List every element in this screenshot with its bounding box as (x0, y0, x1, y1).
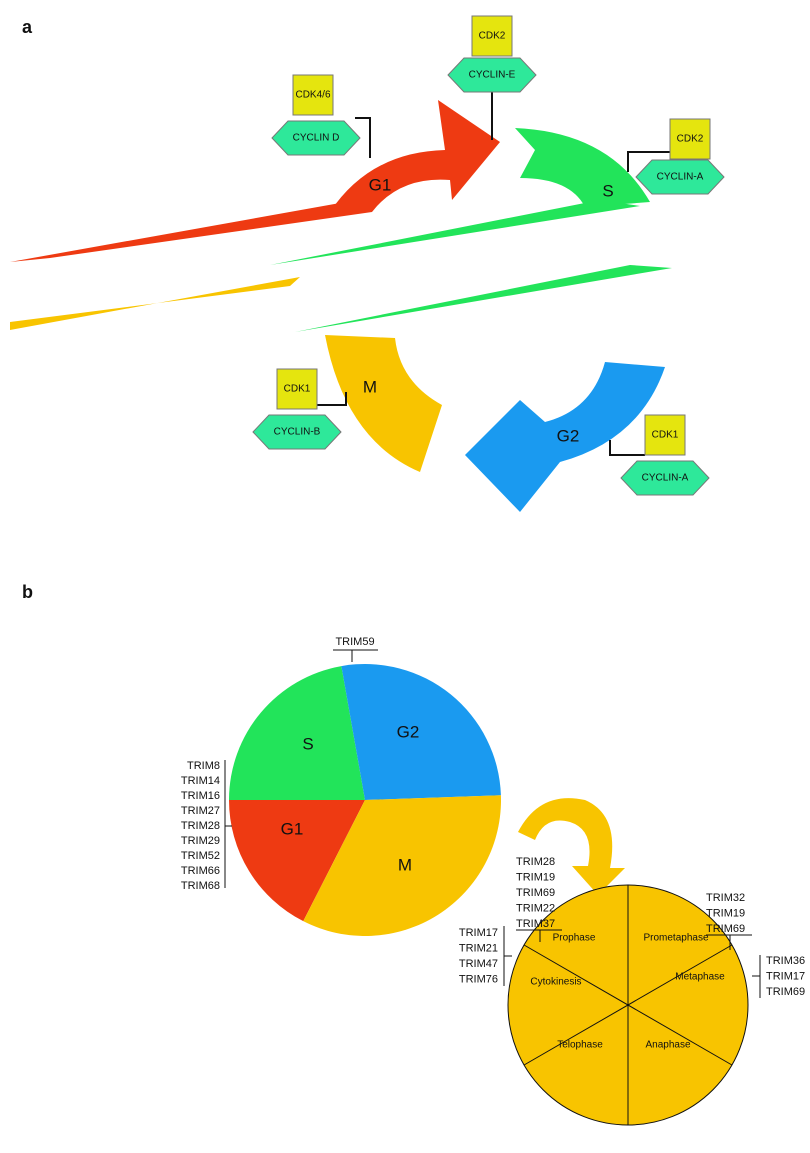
trim-label: TRIM21 (459, 942, 498, 954)
trim-label: TRIM28 (516, 856, 555, 868)
g2-arrow (465, 362, 665, 512)
phase-label: M (363, 377, 377, 396)
trim-label: TRIM76 (459, 973, 498, 985)
cyclin-hexagon (271, 120, 361, 156)
kinase-label: CDK1 (284, 384, 311, 395)
trim-label: TRIM17 (766, 970, 805, 982)
trim-label: TRIM22 (516, 902, 555, 914)
trim-label: TRIM47 (459, 958, 498, 970)
kinase-label: CDK1 (652, 430, 679, 441)
panel-label: b (22, 582, 33, 602)
phase-label: S (302, 734, 313, 753)
s-arrow (515, 128, 650, 207)
transition-arrow (518, 798, 625, 895)
trim-label: TRIM27 (181, 805, 220, 817)
subphase-label: Anaphase (645, 1040, 690, 1051)
cyclin-label: CYCLIN-E (469, 70, 516, 81)
trim-label: TRIM59 (335, 636, 374, 648)
trim-label: TRIM32 (706, 892, 745, 904)
cyclin-label: CYCLIN-A (657, 172, 704, 183)
bracket (333, 649, 378, 662)
trim-label: TRIM16 (181, 790, 220, 802)
streak (10, 203, 372, 262)
trim-label: TRIM19 (706, 907, 745, 919)
kinase-label: CDK4/6 (295, 90, 330, 101)
kinase-label: CDK2 (479, 31, 506, 42)
trim-label: TRIM68 (181, 880, 220, 892)
panel-label: a (22, 17, 33, 37)
kinase-box (292, 74, 334, 116)
trim-label: TRIM17 (459, 927, 498, 939)
phase-label: M (398, 855, 412, 874)
subphase-label: Metaphase (675, 972, 725, 983)
trim-label: TRIM29 (181, 835, 220, 847)
cyclin-label: CYCLIN-B (274, 427, 321, 438)
kinase-box (471, 15, 513, 57)
cyclin-hexagon (252, 414, 342, 450)
g1-arrow (330, 100, 500, 212)
kinase-label: CDK2 (677, 134, 704, 145)
connector (627, 151, 670, 172)
trim-label: TRIM36 (766, 955, 805, 967)
trim-label: TRIM69 (766, 986, 805, 998)
subphase-label: Prophase (553, 933, 596, 944)
trim-label: TRIM69 (516, 887, 555, 899)
subphase-label: Prometaphase (643, 933, 708, 944)
subphase-label: Telophase (557, 1040, 603, 1051)
pie-slice (229, 800, 365, 922)
phase-label: G2 (397, 722, 420, 741)
kinase-box (644, 414, 686, 456)
bracket (706, 934, 752, 950)
streak (270, 200, 640, 265)
m-arrow (325, 335, 442, 472)
bracket (516, 929, 562, 942)
trim-label: TRIM14 (181, 775, 220, 787)
cyclin-hexagon (620, 460, 710, 496)
phase-label: G2 (557, 426, 580, 445)
pie-slice (341, 664, 501, 800)
trim-label: TRIM69 (706, 923, 745, 935)
trim-label: TRIM8 (187, 760, 220, 772)
pie-slice (303, 795, 501, 936)
trim-label: TRIM19 (516, 871, 555, 883)
trim-label: TRIM28 (181, 820, 220, 832)
divider (523, 944, 733, 1066)
subphase-label: Cytokinesis (530, 977, 581, 988)
trim-label: TRIM66 (181, 865, 220, 877)
trim-label: TRIM52 (181, 850, 220, 862)
phase-label: S (602, 181, 613, 200)
cyclin-label: CYCLIN D (293, 133, 340, 144)
cyclin-label: CYCLIN-A (642, 473, 689, 484)
streak (295, 265, 672, 332)
kinase-box (669, 118, 711, 160)
bracket (224, 760, 232, 888)
connector (355, 117, 371, 158)
bracket (752, 955, 761, 998)
phase-label: G1 (281, 819, 304, 838)
streak (10, 277, 300, 330)
cyclin-hexagon (447, 57, 537, 93)
kinase-box (276, 368, 318, 410)
pie-slice (229, 666, 365, 800)
trim-label: TRIM37 (516, 918, 555, 930)
phase-label: G1 (369, 175, 392, 194)
cyclin-hexagon (635, 159, 725, 195)
bracket (503, 926, 512, 986)
connector (609, 440, 645, 456)
connector (317, 392, 347, 406)
